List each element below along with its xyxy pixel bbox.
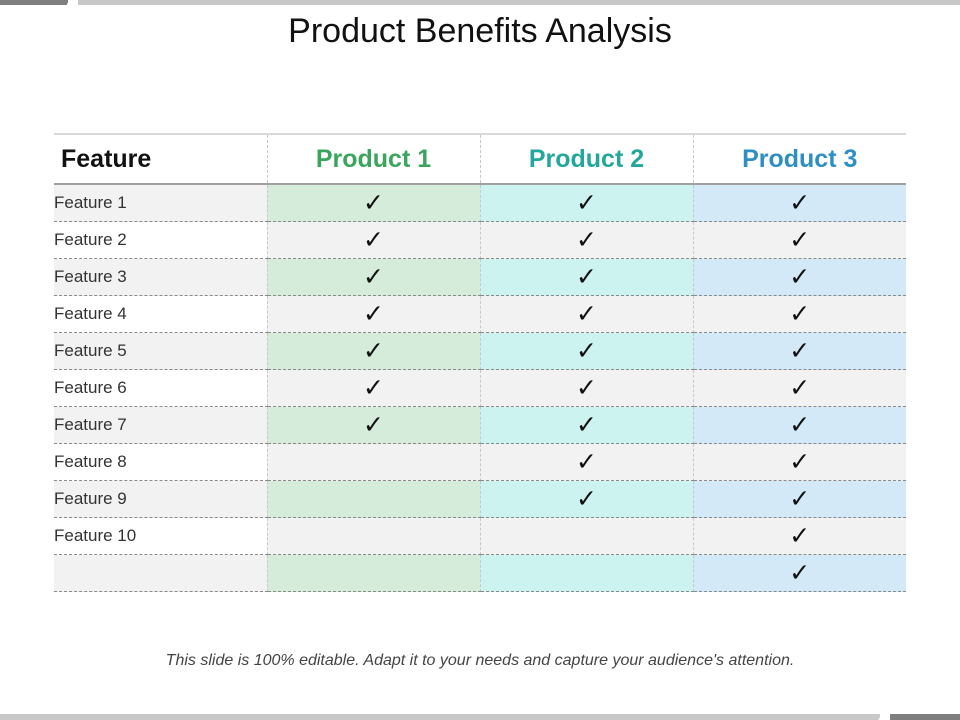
- feature-label: Feature 1: [54, 184, 268, 222]
- table-row: Feature 9 ✓ ✓: [54, 480, 906, 518]
- check-icon: ✓: [692, 517, 906, 555]
- table-row: ✓: [54, 554, 906, 592]
- table-row: Feature 4 ✓ ✓ ✓: [54, 295, 906, 333]
- check-icon: ✓: [692, 221, 906, 259]
- check-icon: [266, 443, 481, 481]
- feature-label: Feature 2: [54, 221, 268, 259]
- feature-label: Feature 10: [54, 517, 268, 555]
- product-2-header: Product 2: [479, 133, 694, 185]
- check-icon: ✓: [692, 406, 906, 444]
- feature-column-header: Feature: [54, 133, 268, 185]
- editable-note: This slide is 100% editable. Adapt it to…: [165, 652, 795, 669]
- feature-label: Feature 6: [54, 369, 268, 407]
- check-icon: ✓: [266, 221, 481, 259]
- feature-label: Feature 5: [54, 332, 268, 370]
- check-icon: ✓: [266, 295, 481, 333]
- check-icon: ✓: [479, 295, 694, 333]
- feature-label: Feature 3: [54, 258, 268, 296]
- check-icon: ✓: [479, 258, 694, 296]
- bottom-accent-bar-light: [0, 714, 880, 720]
- table-row: Feature 5 ✓ ✓ ✓: [54, 332, 906, 370]
- table-header-row: Feature Product 1 Product 2 Product 3: [54, 133, 906, 185]
- check-icon: ✓: [266, 184, 481, 222]
- check-icon: ✓: [692, 369, 906, 407]
- check-icon: ✓: [479, 184, 694, 222]
- check-icon: ✓: [479, 443, 694, 481]
- table-row: Feature 7 ✓ ✓ ✓: [54, 406, 906, 444]
- check-icon: [266, 480, 481, 518]
- check-icon: ✓: [479, 406, 694, 444]
- top-accent-bar-light: [78, 0, 960, 5]
- check-icon: [479, 554, 694, 592]
- check-icon: ✓: [266, 332, 481, 370]
- feature-label: Feature 7: [54, 406, 268, 444]
- check-icon: ✓: [692, 443, 906, 481]
- product-1-header: Product 1: [266, 133, 481, 185]
- check-icon: ✓: [692, 554, 906, 592]
- table-row: Feature 6 ✓ ✓ ✓: [54, 369, 906, 407]
- check-icon: [266, 517, 481, 555]
- check-icon: ✓: [692, 295, 906, 333]
- feature-label: [54, 554, 268, 592]
- bottom-accent-bar-dark: [890, 714, 960, 720]
- table-row: Feature 3 ✓ ✓ ✓: [54, 258, 906, 296]
- check-icon: ✓: [479, 332, 694, 370]
- product-3-header: Product 3: [692, 133, 906, 185]
- check-icon: [266, 554, 481, 592]
- check-icon: ✓: [479, 221, 694, 259]
- check-icon: ✓: [266, 258, 481, 296]
- comparison-table: Feature Product 1 Product 2 Product 3 Fe…: [54, 133, 906, 592]
- check-icon: ✓: [266, 406, 481, 444]
- table-row: Feature 10 ✓: [54, 517, 906, 555]
- check-icon: ✓: [692, 258, 906, 296]
- feature-label: Feature 4: [54, 295, 268, 333]
- check-icon: ✓: [692, 480, 906, 518]
- feature-label: Feature 8: [54, 443, 268, 481]
- check-icon: ✓: [266, 369, 481, 407]
- slide-title: Product Benefits Analysis: [288, 12, 672, 50]
- table-row: Feature 1 ✓ ✓ ✓: [54, 184, 906, 222]
- check-icon: ✓: [479, 480, 694, 518]
- table-row: Feature 8 ✓ ✓: [54, 443, 906, 481]
- check-icon: [479, 517, 694, 555]
- check-icon: ✓: [692, 332, 906, 370]
- top-accent-bar-dark: [0, 0, 68, 5]
- feature-label: Feature 9: [54, 480, 268, 518]
- check-icon: ✓: [479, 369, 694, 407]
- table-row: Feature 2 ✓ ✓ ✓: [54, 221, 906, 259]
- check-icon: ✓: [692, 184, 906, 222]
